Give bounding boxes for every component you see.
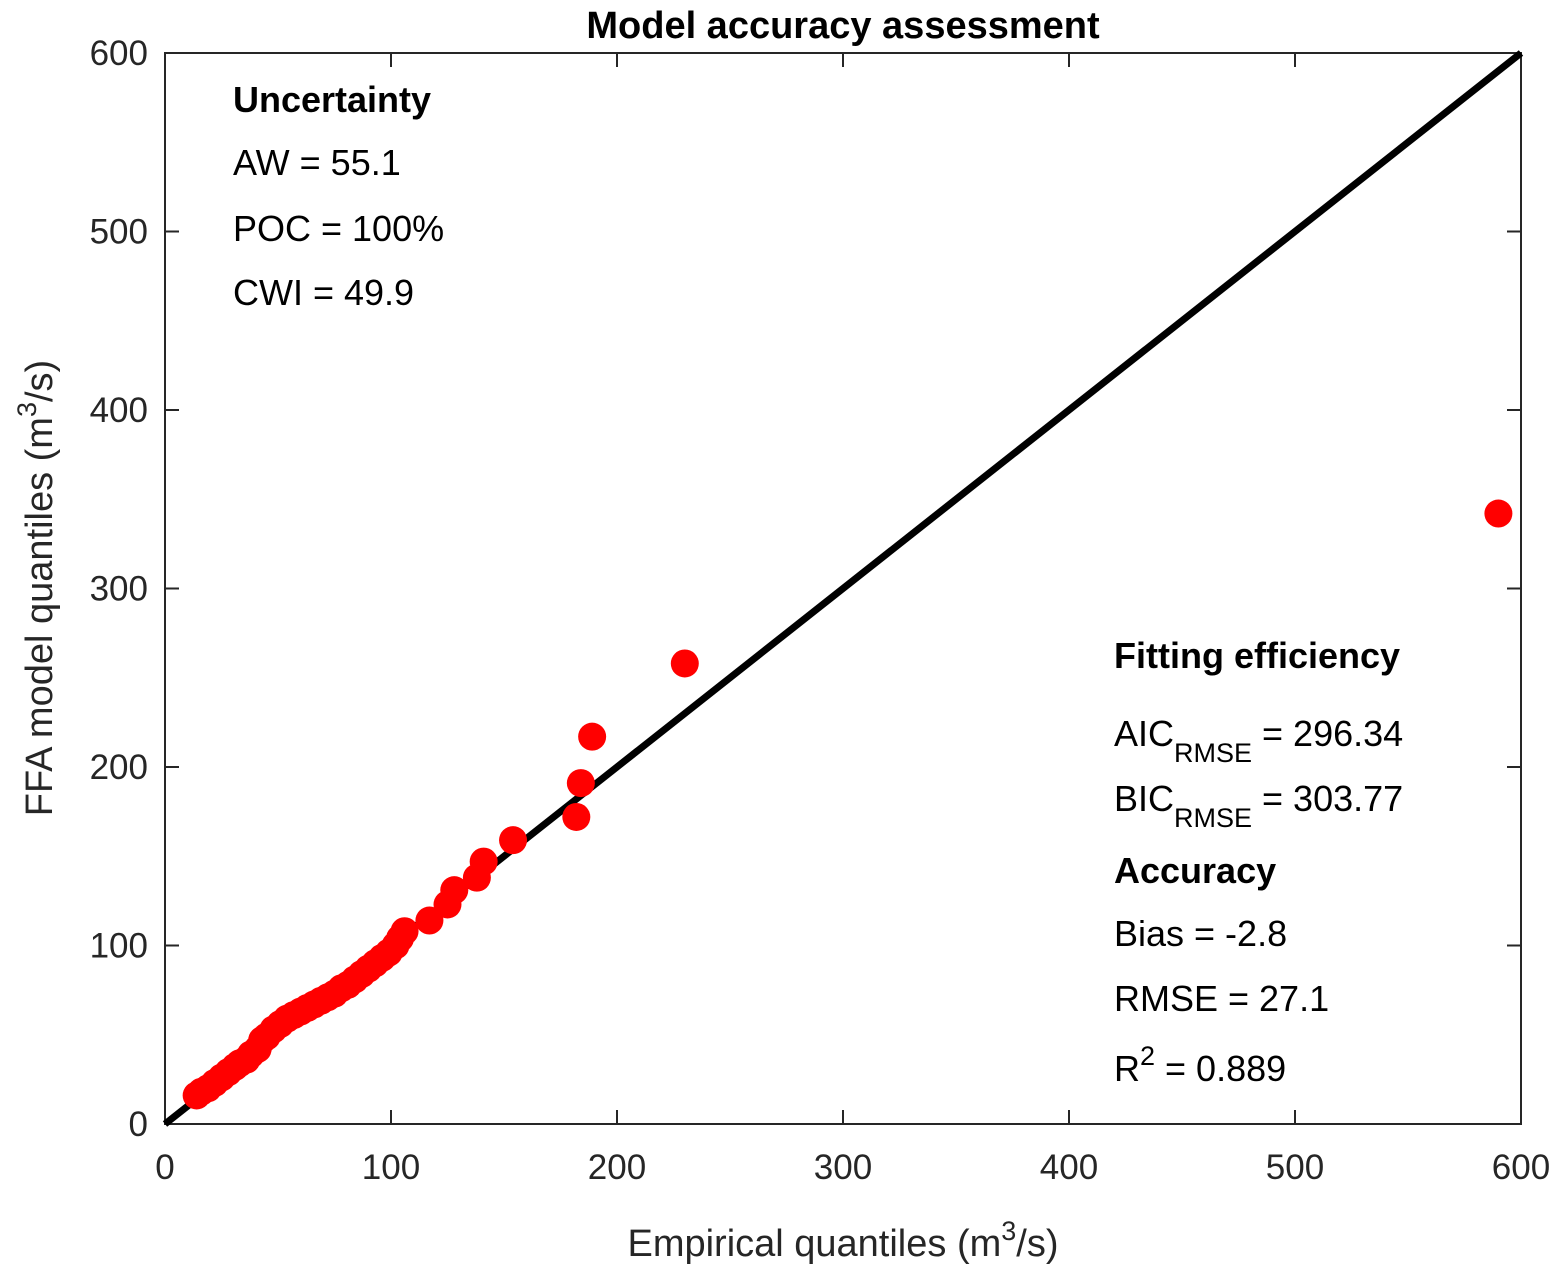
cwi-value: CWI = 49.9 (233, 272, 414, 313)
x-tick-label: 200 (588, 1148, 646, 1187)
bic-value: BICRMSE = 303.77 (1114, 778, 1403, 833)
data-point (415, 906, 444, 935)
x-axis-label: Empirical quantiles (m3/s) (627, 1216, 1058, 1265)
x-tick-label: 400 (1040, 1148, 1098, 1187)
rmse-value: RMSE = 27.1 (1114, 978, 1329, 1019)
x-tick-label: 300 (814, 1148, 872, 1187)
x-tick-label: 0 (155, 1148, 174, 1187)
y-tick-label: 600 (90, 34, 148, 73)
y-tick-label: 200 (90, 748, 148, 787)
data-point (390, 917, 419, 946)
r2-value: R2 = 0.889 (1114, 1041, 1286, 1089)
uncertainty-annotation: Uncertainty AW = 55.1 POC = 100% CWI = 4… (233, 79, 444, 313)
y-axis-label: FFA model quantiles (m3/s) (12, 360, 61, 816)
y-tick-label: 400 (90, 391, 148, 430)
x-tick-label: 500 (1266, 1148, 1324, 1187)
data-point (469, 847, 498, 876)
y-tick-label: 300 (90, 570, 148, 609)
y-tick-label: 500 (90, 213, 148, 252)
data-points (182, 499, 1513, 1110)
data-point (562, 802, 591, 831)
chart-title: Model accuracy assessment (586, 5, 1100, 47)
axis-ticks (164, 52, 1522, 1125)
data-point (670, 649, 699, 678)
y-tick-label: 0 (129, 1105, 148, 1144)
y-tick-label: 100 (90, 927, 148, 966)
accuracy-heading: Accuracy (1114, 850, 1276, 891)
poc-value: POC = 100% (233, 208, 444, 249)
x-tick-label: 100 (362, 1148, 420, 1187)
x-tick-label: 600 (1492, 1148, 1550, 1187)
bias-value: Bias = -2.8 (1114, 913, 1287, 954)
accuracy-annotation: Accuracy Bias = -2.8 RMSE = 27.1 R2 = 0.… (1114, 850, 1329, 1089)
data-point (1484, 499, 1513, 528)
aw-value: AW = 55.1 (233, 142, 401, 183)
aic-value: AICRMSE = 296.34 (1114, 713, 1403, 768)
data-point (440, 876, 469, 905)
fitting-heading: Fitting efficiency (1114, 635, 1400, 676)
data-point (578, 722, 607, 751)
x-tick-labels: 0 100 200 300 400 500 600 (155, 1148, 1550, 1187)
fitting-annotation: Fitting efficiency AICRMSE = 296.34 BICR… (1114, 635, 1403, 833)
data-point (499, 826, 528, 855)
data-point (566, 769, 595, 798)
uncertainty-heading: Uncertainty (233, 79, 431, 120)
y-tick-labels: 0 100 200 300 400 500 600 (90, 34, 148, 1144)
